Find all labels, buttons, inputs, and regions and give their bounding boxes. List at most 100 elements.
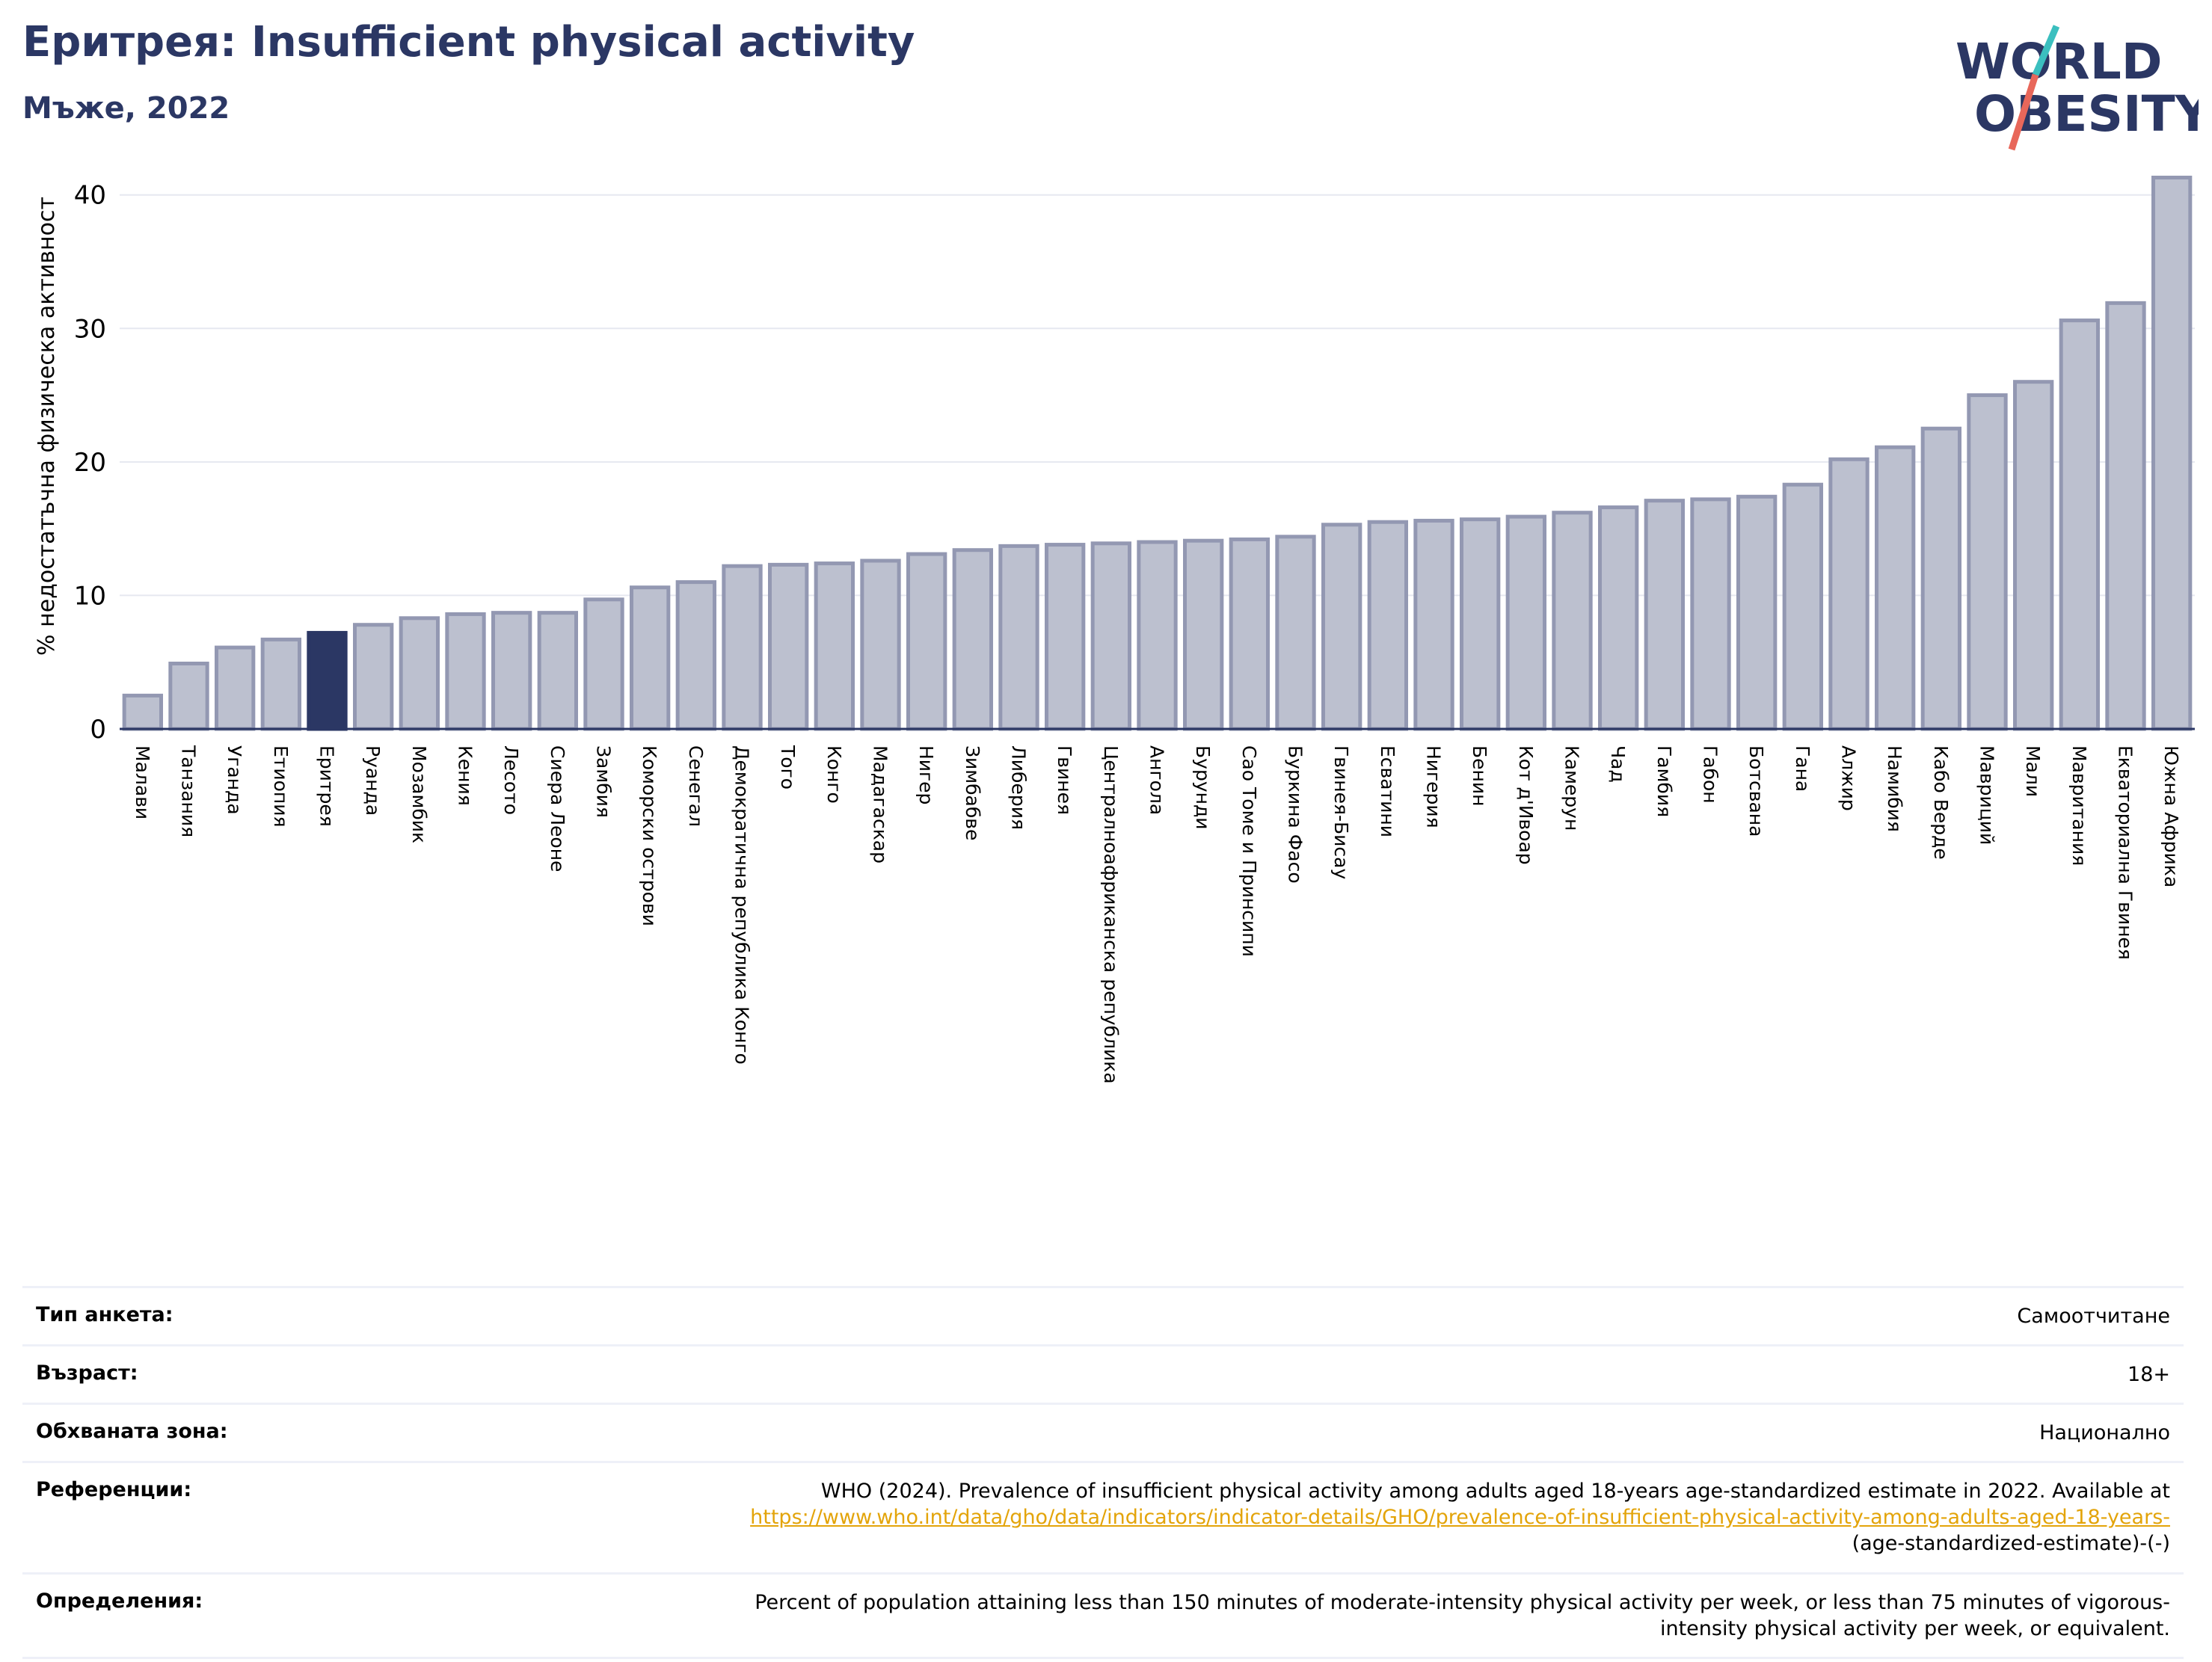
- x-tick-label: Мадагаскар: [870, 745, 891, 864]
- bar-13: [675, 580, 717, 731]
- bar-36: [1736, 494, 1778, 731]
- bar-40: [1920, 426, 1962, 731]
- references-text: WHO (2024). Prevalence of insufficient p…: [820, 1480, 2170, 1504]
- x-tick-label: Того: [777, 745, 799, 790]
- x-tick-label: Южна Африка: [2160, 745, 2182, 887]
- bar-9: [491, 611, 532, 731]
- x-tick-label: Бенин: [1469, 745, 1490, 806]
- x-tick-label: Гвинея: [1054, 745, 1075, 815]
- x-tick-label: Алжир: [1838, 745, 1860, 811]
- bar-11: [583, 597, 624, 731]
- page-subtitle: Мъже, 2022: [22, 91, 230, 126]
- definitions-line2: intensity physical activity per week, or…: [1659, 1616, 2170, 1640]
- metadata-table: Тип анкета: Самоотчитане Възраст: 18+ Об…: [22, 1286, 2184, 1659]
- logo-slash-top: [2032, 25, 2060, 76]
- x-tick-label: Танзания: [178, 745, 200, 837]
- bar-7: [399, 616, 440, 731]
- bar-20: [998, 544, 1039, 731]
- x-tick-label: Есватини: [1377, 745, 1398, 837]
- bar-10: [537, 611, 579, 731]
- x-tick-label: Централноафриканска република: [1100, 745, 1122, 1084]
- x-tick-label: Гана: [1792, 745, 1813, 792]
- x-tick-label: Чад: [1607, 745, 1629, 783]
- x-tick-label: Мозамбик: [408, 745, 430, 843]
- x-tick-label: Уганда: [224, 745, 245, 815]
- x-tick-label: Бурунди: [1192, 745, 1214, 830]
- bar-4: [260, 637, 301, 731]
- logo-slash-bottom: [2008, 73, 2039, 151]
- x-tick-label: Ботсвана: [1745, 745, 1767, 837]
- reference-link[interactable]: https://www.who.int/data/gho/data/indica…: [750, 1506, 2170, 1530]
- bar-24: [1183, 538, 1224, 731]
- meta-key: Обхваната зона:: [36, 1420, 228, 1444]
- meta-row-definitions: Определения: Percent of population attai…: [22, 1573, 2184, 1658]
- meta-key: Определения:: [36, 1589, 203, 1613]
- meta-row-survey-type: Тип анкета: Самоотчитане: [22, 1287, 2184, 1346]
- x-tick-label: Сенегал: [685, 745, 707, 827]
- x-tick-label: Етиопия: [270, 745, 292, 828]
- bar-27: [1321, 523, 1362, 731]
- x-tick-label: Кабо Верде: [1930, 745, 1952, 860]
- x-tick-label: Нигерия: [1423, 745, 1445, 828]
- bar-39: [1875, 445, 1916, 731]
- bar-45: [2151, 176, 2193, 731]
- bar-18: [906, 552, 947, 731]
- x-tick-label: Гамбия: [1653, 745, 1675, 817]
- x-tick-label: Либерия: [1008, 745, 1030, 830]
- bar-16: [814, 561, 855, 731]
- bar-17: [860, 558, 901, 731]
- bar-12: [630, 585, 671, 731]
- meta-row-references: Референции: WHO (2024). Prevalence of in…: [22, 1462, 2184, 1574]
- x-tick-label: Сао Томе и Принсипи: [1238, 745, 1260, 957]
- x-tick-label: Екваториална Гвинея: [2115, 745, 2136, 960]
- x-tick-label: Сиера Леоне: [547, 745, 568, 872]
- meta-key: Референции:: [36, 1478, 192, 1502]
- references-value: WHO (2024). Prevalence of insufficient p…: [423, 1462, 2184, 1573]
- meta-key: Възраст:: [36, 1361, 138, 1385]
- references-tail: (age-standardized-estimate)-(-): [1852, 1532, 2170, 1556]
- x-tick-label: Ангола: [1146, 745, 1168, 815]
- definitions-line1: Percent of population attaining less tha…: [755, 1590, 2170, 1614]
- x-tick-label: Лесото: [500, 745, 522, 815]
- bar-2: [168, 662, 209, 731]
- bar-3: [215, 645, 256, 731]
- bar-31: [1505, 514, 1546, 731]
- bar-33: [1598, 505, 1639, 731]
- x-tick-label: Замбия: [593, 745, 615, 818]
- x-tick-label: Мали: [2022, 745, 2044, 797]
- bar-chart: 0 10 20 30 40 % недостатъчна физическа активн…: [34, 176, 2195, 1084]
- bar-41: [1967, 393, 2008, 731]
- y-tick-label: 0: [90, 715, 106, 745]
- bar-8: [445, 612, 486, 731]
- y-tick-label: 20: [74, 448, 106, 478]
- bar-43: [2059, 318, 2101, 731]
- meta-row-area: Обхваната зона: Национално: [22, 1403, 2184, 1462]
- x-tick-label: Руанда: [362, 745, 384, 816]
- world-obesity-logo: WORLD OBESITY: [1956, 25, 2199, 151]
- bar-42: [2013, 380, 2054, 731]
- bar-5: [307, 630, 348, 731]
- y-tick-label: 10: [74, 581, 106, 611]
- meta-value: Национално: [2039, 1421, 2170, 1445]
- x-tick-label: Гвинея-Бисау: [1330, 745, 1352, 879]
- x-tick-label: Малави: [132, 745, 153, 819]
- bar-25: [1229, 537, 1270, 731]
- bar-29: [1413, 518, 1454, 731]
- meta-row-age: Възраст: 18+: [22, 1345, 2184, 1404]
- bar-19: [952, 548, 993, 731]
- x-tick-label: Кения: [455, 745, 476, 806]
- bar-22: [1090, 541, 1131, 731]
- bar-37: [1782, 482, 1824, 731]
- page-title: Еритрея: Insufficient physical activity: [22, 18, 915, 67]
- x-tick-label: Еритрея: [316, 745, 338, 827]
- bar-34: [1644, 499, 1686, 731]
- bar-15: [768, 562, 809, 731]
- bar-14: [722, 564, 763, 731]
- y-tick-label: 40: [74, 181, 106, 211]
- logo-line2: OBESITY: [1974, 85, 2199, 143]
- x-tick-label: Намибия: [1884, 745, 1905, 832]
- bar-21: [1045, 543, 1086, 731]
- x-tick-label: Мавриций: [1976, 745, 1998, 845]
- x-tick-label: Конго: [823, 745, 845, 804]
- bar-28: [1367, 520, 1408, 731]
